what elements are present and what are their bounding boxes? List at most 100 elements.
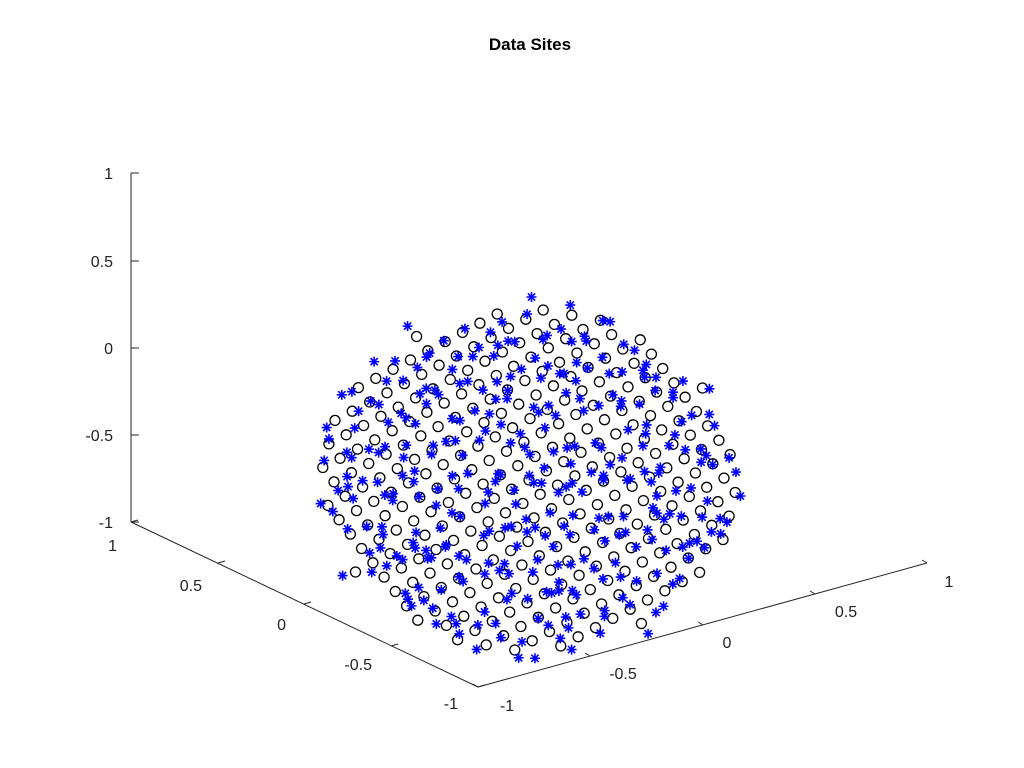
asterisk-marker — [650, 385, 661, 396]
asterisk-marker — [361, 521, 372, 532]
circle-marker — [340, 429, 352, 441]
asterisk-marker — [668, 387, 679, 398]
asterisk-marker — [418, 595, 429, 606]
circle-marker — [613, 589, 625, 601]
circle-marker — [622, 381, 634, 393]
asterisk-marker — [383, 417, 394, 428]
asterisk-marker — [569, 441, 580, 452]
asterisk-marker — [597, 573, 608, 584]
circle-marker — [407, 576, 419, 588]
circle-marker — [502, 322, 515, 335]
circle-marker — [408, 515, 420, 527]
asterisk-marker — [735, 490, 746, 501]
circle-marker — [464, 586, 476, 599]
asterisk-marker — [454, 415, 465, 426]
asterisk-marker — [390, 355, 401, 366]
asterisk-marker — [574, 393, 585, 404]
asterisk-marker — [421, 383, 432, 394]
asterisk-marker — [435, 523, 446, 534]
asterisk-marker — [704, 383, 715, 394]
asterisk-marker — [471, 644, 482, 655]
asterisk-marker — [691, 536, 702, 547]
circle-marker — [367, 557, 379, 569]
circle-marker — [634, 334, 646, 346]
circle-marker — [380, 448, 392, 460]
y-ticks: 1 0.5 0 -0.5 -1 — [108, 519, 486, 713]
asterisk-marker — [541, 586, 552, 597]
x-ticks: -1 -0.5 0 0.5 1 — [472, 559, 954, 715]
circle-marker — [408, 453, 421, 466]
asterisk-marker — [641, 359, 652, 370]
asterisk-marker — [615, 401, 626, 412]
asterisk-marker — [548, 541, 559, 552]
asterisk-marker — [596, 442, 607, 453]
asterisk-marker — [457, 450, 468, 461]
circle-marker — [433, 359, 445, 371]
circle-marker — [650, 386, 663, 398]
asterisk-marker — [431, 500, 442, 511]
asterisk-marker — [451, 618, 462, 629]
circle-marker — [718, 472, 730, 484]
x-tick-mark — [921, 559, 928, 564]
circle-marker — [415, 430, 427, 442]
asterisk-marker — [501, 594, 512, 605]
circle-marker — [504, 606, 516, 618]
circle-marker — [470, 563, 482, 575]
circle-marker — [392, 401, 404, 413]
circle-marker — [480, 639, 492, 651]
y-tick-mark — [303, 601, 312, 605]
asterisk-marker — [677, 376, 688, 387]
asterisk-marker — [454, 378, 465, 389]
circle-marker — [632, 457, 644, 469]
circle-marker — [530, 389, 542, 401]
circle-marker — [693, 566, 706, 579]
z-tick-label: 0 — [104, 341, 113, 358]
circle-marker — [403, 415, 416, 428]
asterisk-marker — [553, 559, 564, 570]
asterisk-marker — [643, 628, 654, 639]
asterisk-marker — [555, 633, 566, 644]
circle-marker — [385, 486, 397, 498]
circle-marker — [635, 617, 648, 630]
circle-marker — [668, 377, 680, 389]
asterisk-marker — [563, 622, 574, 633]
asterisk-marker — [565, 300, 576, 311]
asterisk-marker — [496, 419, 507, 430]
circle-marker — [477, 478, 489, 490]
circle-marker — [572, 631, 584, 643]
asterisk-marker — [376, 521, 387, 532]
asterisk-marker — [408, 476, 419, 487]
asterisk-marker — [505, 371, 516, 382]
circle-marker — [678, 453, 690, 465]
circle-marker — [564, 432, 576, 444]
asterisk-marker — [488, 350, 499, 361]
circle-marker — [329, 414, 341, 427]
asterisk-marker — [625, 599, 636, 610]
circle-marker — [647, 570, 660, 583]
circle-marker — [357, 419, 370, 432]
circle-marker — [534, 488, 546, 500]
circle-marker — [432, 420, 444, 433]
data-markers — [315, 292, 746, 664]
asterisk-marker — [647, 534, 658, 545]
circle-marker — [628, 357, 640, 369]
asterisk-marker — [428, 440, 439, 451]
circle-marker — [505, 483, 518, 495]
asterisk-marker — [346, 386, 357, 397]
circle-marker — [598, 414, 611, 426]
circle-marker — [425, 506, 437, 518]
asterisk-marker — [566, 336, 577, 347]
asterisk-marker — [706, 526, 717, 537]
circle-marker — [500, 445, 513, 457]
asterisk-marker — [510, 499, 521, 510]
asterisk-marker — [637, 365, 648, 376]
asterisk-marker — [617, 366, 628, 377]
asterisk-marker — [578, 405, 589, 416]
asterisk-marker — [599, 535, 610, 546]
asterisk-marker — [570, 375, 581, 386]
asterisk-marker — [441, 436, 452, 447]
circle-marker — [573, 569, 585, 581]
circle-marker — [456, 326, 469, 339]
circle-marker — [440, 619, 453, 632]
circle-marker — [363, 457, 375, 470]
